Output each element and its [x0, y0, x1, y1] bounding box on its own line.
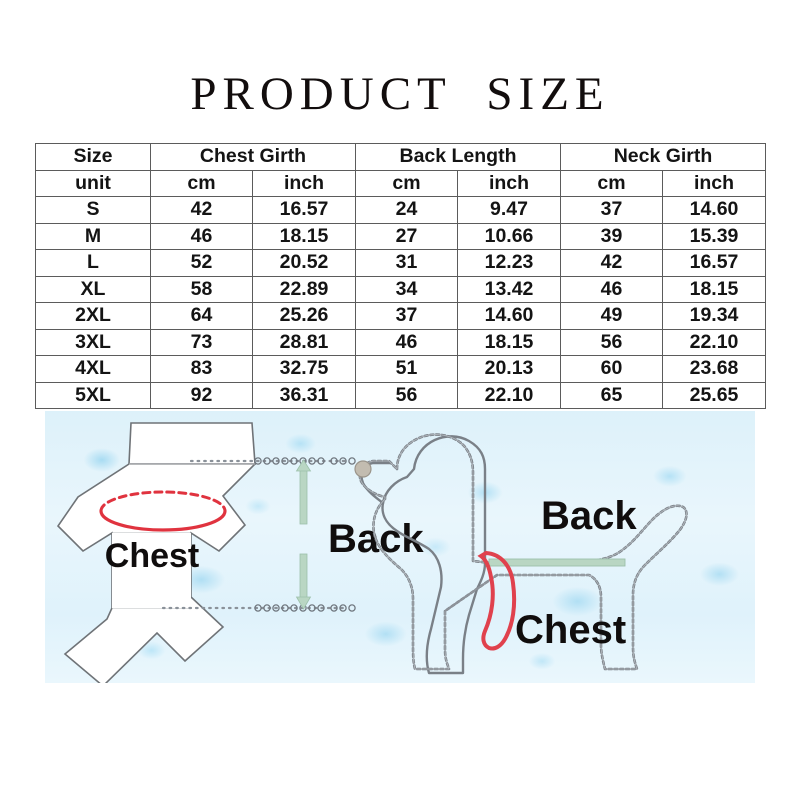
dog-illustration: Back Chest	[354, 433, 688, 675]
cell-chest-inch: 32.75	[252, 355, 356, 383]
back-guide-beads-bottom	[254, 604, 356, 612]
garment-body-panel	[112, 533, 191, 608]
cell-back-inch: 10.66	[457, 222, 561, 250]
header-chest-cm: cm	[150, 169, 253, 197]
dog-back-label: Back	[541, 494, 637, 538]
cell-chest-cm: 58	[150, 275, 253, 303]
dog-chest-loop	[477, 550, 517, 651]
dog-nose-icon	[354, 460, 372, 478]
back-measure-arrow	[295, 459, 312, 610]
cell-neck-cm: 46	[560, 275, 663, 303]
cell-chest-inch: 36.31	[252, 381, 356, 409]
cell-neck-inch: 22.10	[662, 328, 766, 356]
table-row: XL 58 22.89 34 13.42 46 18.15	[35, 275, 766, 303]
cell-chest-inch: 18.15	[252, 222, 356, 250]
chest-loop-rear-dashed	[99, 490, 227, 513]
cell-chest-cm: 64	[150, 302, 253, 330]
header-size: Size	[35, 143, 151, 171]
chest-loop-front-solid	[99, 509, 227, 532]
cell-neck-cm: 65	[560, 381, 663, 409]
cell-chest-inch: 25.26	[252, 302, 356, 330]
dog-back-measure-line	[488, 558, 626, 567]
cell-chest-cm: 52	[150, 249, 253, 277]
cell-back-cm: 34	[355, 275, 458, 303]
cell-chest-inch: 28.81	[252, 328, 356, 356]
garment-collar	[128, 422, 256, 465]
size-table-body: S 42 16.57 24 9.47 37 14.60 M 46 18.15 27 10.66 39 15…	[35, 196, 766, 409]
header-back-length: Back Length	[355, 143, 561, 171]
header-back-inch: inch	[457, 169, 561, 197]
cell-size: 3XL	[35, 328, 151, 356]
header-back-cm: cm	[355, 169, 458, 197]
garment-chest-label: Chest	[105, 537, 199, 575]
size-table-container: Size Chest Girth Back Length Neck Girth …	[35, 143, 766, 409]
table-group-header-row: Size Chest Girth Back Length Neck Girth	[35, 143, 766, 171]
cell-back-inch: 13.42	[457, 275, 561, 303]
cell-size: S	[35, 196, 151, 224]
cell-neck-inch: 25.65	[662, 381, 766, 409]
cell-size: XL	[35, 275, 151, 303]
cell-neck-cm: 37	[560, 196, 663, 224]
header-neck-cm: cm	[560, 169, 663, 197]
header-chest-girth: Chest Girth	[150, 143, 356, 171]
cell-chest-inch: 22.89	[252, 275, 356, 303]
cell-neck-inch: 19.34	[662, 302, 766, 330]
cell-back-cm: 24	[355, 196, 458, 224]
cell-neck-cm: 56	[560, 328, 663, 356]
cell-neck-inch: 14.60	[662, 196, 766, 224]
cell-neck-inch: 18.15	[662, 275, 766, 303]
cell-back-cm: 37	[355, 302, 458, 330]
cell-size: L	[35, 249, 151, 277]
table-row: M 46 18.15 27 10.66 39 15.39	[35, 222, 766, 250]
cell-chest-cm: 46	[150, 222, 253, 250]
table-row: 5XL 92 36.31 56 22.10 65 25.65	[35, 381, 766, 409]
cell-neck-cm: 60	[560, 355, 663, 383]
cell-back-cm: 51	[355, 355, 458, 383]
cell-chest-cm: 73	[150, 328, 253, 356]
header-neck-girth: Neck Girth	[560, 143, 766, 171]
cell-chest-cm: 92	[150, 381, 253, 409]
cell-size: M	[35, 222, 151, 250]
cell-size: 5XL	[35, 381, 151, 409]
table-row: 3XL 73 28.81 46 18.15 56 22.10	[35, 328, 766, 356]
cell-size: 2XL	[35, 302, 151, 330]
table-unit-header-row: unit cm inch cm inch cm inch	[35, 169, 766, 197]
cell-neck-cm: 39	[560, 222, 663, 250]
dog-chest-label: Chest	[515, 608, 626, 652]
page-title: PRODUCT SIZE	[190, 68, 610, 120]
cell-back-inch: 9.47	[457, 196, 561, 224]
table-row: L 52 20.52 31 12.23 42 16.57	[35, 249, 766, 277]
garment-illustration: Chest Back	[56, 422, 424, 683]
cell-neck-cm: 42	[560, 249, 663, 277]
cell-back-inch: 20.13	[457, 355, 561, 383]
cell-chest-inch: 16.57	[252, 196, 356, 224]
cell-neck-inch: 15.39	[662, 222, 766, 250]
cell-back-inch: 14.60	[457, 302, 561, 330]
cell-neck-inch: 23.68	[662, 355, 766, 383]
cell-back-cm: 56	[355, 381, 458, 409]
illustration-panel: Chest Back	[45, 411, 755, 683]
cell-chest-cm: 42	[150, 196, 253, 224]
table-row: 4XL 83 32.75 51 20.13 60 23.68	[35, 355, 766, 383]
cell-back-cm: 27	[355, 222, 458, 250]
size-table: Size Chest Girth Back Length Neck Girth …	[35, 143, 766, 409]
cell-size: 4XL	[35, 355, 151, 383]
table-row: 2XL 64 25.26 37 14.60 49 19.34	[35, 302, 766, 330]
header-chest-inch: inch	[252, 169, 356, 197]
back-guide-beads-top	[254, 457, 356, 465]
cell-neck-inch: 16.57	[662, 249, 766, 277]
header-unit: unit	[35, 169, 151, 197]
cell-chest-cm: 83	[150, 355, 253, 383]
cell-chest-inch: 20.52	[252, 249, 356, 277]
cell-back-cm: 31	[355, 249, 458, 277]
cell-back-inch: 12.23	[457, 249, 561, 277]
cell-neck-cm: 49	[560, 302, 663, 330]
cell-back-cm: 46	[355, 328, 458, 356]
header-neck-inch: inch	[662, 169, 766, 197]
dog-belly-line	[443, 573, 499, 613]
table-row: S 42 16.57 24 9.47 37 14.60	[35, 196, 766, 224]
cell-back-inch: 18.15	[457, 328, 561, 356]
cell-back-inch: 22.10	[457, 381, 561, 409]
